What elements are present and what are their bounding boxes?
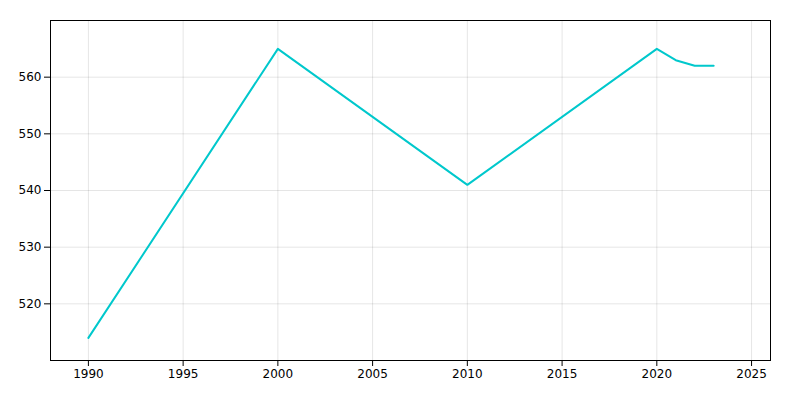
svg-text:530: 530 (19, 240, 42, 254)
svg-text:2025: 2025 (736, 367, 767, 381)
svg-text:2020: 2020 (642, 367, 673, 381)
svg-text:520: 520 (19, 297, 42, 311)
svg-text:550: 550 (19, 127, 42, 141)
svg-text:540: 540 (19, 183, 42, 197)
svg-text:1990: 1990 (73, 367, 104, 381)
svg-text:1995: 1995 (168, 367, 199, 381)
svg-text:560: 560 (19, 70, 42, 84)
svg-text:2015: 2015 (547, 367, 578, 381)
svg-text:2010: 2010 (452, 367, 483, 381)
svg-text:2005: 2005 (357, 367, 388, 381)
svg-text:2000: 2000 (263, 367, 294, 381)
